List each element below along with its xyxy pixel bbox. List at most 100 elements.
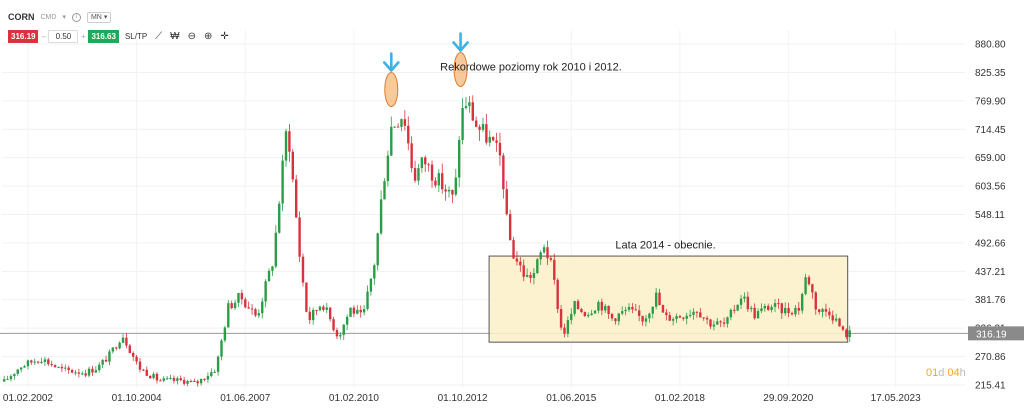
candle-up (19, 367, 23, 373)
candle-down (498, 132, 502, 166)
candle-down (451, 189, 454, 204)
candle-body (580, 309, 583, 313)
candle-up (481, 117, 485, 133)
candle-body (794, 307, 797, 315)
candle-up (390, 116, 393, 157)
candle-body (186, 380, 189, 384)
candle-body (121, 337, 125, 343)
candle-body (148, 375, 152, 379)
candle-body (216, 356, 220, 372)
candle-down (145, 366, 148, 376)
candle-down (305, 282, 308, 313)
candle-body (227, 303, 230, 328)
annotation-text-2: Lata 2014 - obecnie. (615, 239, 715, 251)
info-icon[interactable]: i (71, 12, 81, 22)
candle-body (199, 378, 203, 384)
candle-up (773, 299, 777, 313)
candle-body (400, 119, 403, 127)
candle-down (682, 316, 685, 321)
candle-body (508, 214, 512, 241)
candle-up (386, 150, 390, 187)
candle-up (821, 307, 824, 318)
candle-down (250, 303, 254, 315)
candle-body (722, 322, 726, 324)
candles (2, 95, 851, 387)
candle-up (617, 312, 621, 326)
candle-up (420, 156, 424, 173)
countdown-group: 01d 04h (926, 367, 966, 379)
candle-body (210, 372, 213, 377)
quantity-input[interactable]: 0.50 (48, 29, 79, 43)
candle-body (464, 106, 468, 109)
candle-body (505, 189, 508, 215)
candle-down (580, 307, 583, 314)
candle-body (13, 373, 16, 377)
candle-down (787, 302, 790, 318)
candle-down (699, 307, 702, 318)
class-dropdown-icon[interactable]: ▾ (62, 14, 66, 21)
candle-body (352, 307, 356, 314)
candle-body (784, 307, 787, 314)
candle-body (373, 265, 376, 279)
candle-up (206, 372, 210, 384)
candle-up (688, 309, 692, 318)
grid-lines (2, 30, 965, 388)
candle-down (396, 123, 400, 128)
increase-quantity-button[interactable]: + (81, 31, 86, 41)
crosshair-icon[interactable]: ✛ (220, 30, 229, 42)
candle-down (104, 355, 108, 362)
decrease-quantity-button[interactable]: – (41, 31, 46, 41)
candle-down (563, 323, 566, 338)
candle-body (9, 376, 13, 380)
candle-up (604, 303, 607, 314)
zoom-out-icon[interactable]: ⊖ (187, 30, 197, 42)
indicators-icon[interactable]: ₩ (170, 30, 180, 42)
candle-down (244, 297, 247, 309)
candle-body (539, 252, 542, 260)
candle-body (512, 240, 515, 259)
symbol-label[interactable]: CORN (8, 12, 35, 22)
candle-up (760, 303, 763, 314)
candle-up (108, 349, 111, 366)
candle-body (590, 313, 593, 315)
candle-up (16, 368, 19, 376)
candle-up (784, 302, 787, 316)
timeframe-select[interactable]: MN ▾ (86, 11, 112, 23)
zoom-in-icon[interactable]: ⊕ (204, 30, 213, 42)
candle-up (33, 358, 36, 366)
candle-down (553, 253, 556, 285)
candle-up (9, 374, 13, 382)
sltp-button[interactable]: SL/TP (124, 31, 148, 41)
candle-body (19, 367, 23, 370)
candle-up (800, 292, 804, 314)
line-chart-icon[interactable]: ⟋ (155, 30, 163, 42)
candle-up (763, 303, 767, 312)
y-tick-label: 714.45 (975, 125, 1006, 136)
candle-body (790, 313, 794, 315)
sell-button[interactable]: 316.19 (8, 29, 39, 43)
candle-down (193, 378, 196, 383)
candle-up (165, 376, 169, 380)
candle-body (824, 309, 828, 312)
candle-up (261, 297, 264, 319)
candle-body (125, 337, 128, 346)
candle-down (546, 240, 549, 265)
candle-down (668, 311, 671, 322)
candle-up (573, 300, 576, 317)
candle-body (152, 373, 155, 379)
candle-down (328, 307, 332, 322)
candle-up (271, 265, 274, 276)
candle-down (70, 368, 74, 374)
candle-down (807, 275, 811, 286)
candle-up (739, 294, 743, 309)
candle-up (464, 96, 468, 110)
candle-up (393, 126, 396, 128)
candle-body (461, 108, 464, 140)
candle-body (430, 164, 434, 181)
buy-button[interactable]: 316.63 (88, 29, 119, 43)
candle-down (505, 180, 508, 216)
candle-down (519, 257, 522, 272)
candle-body (40, 361, 43, 363)
candle-body (447, 189, 451, 192)
